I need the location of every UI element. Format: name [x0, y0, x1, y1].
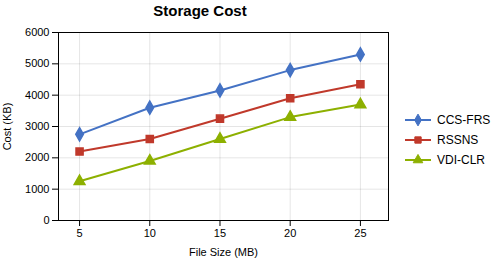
svg-text:5: 5 — [77, 227, 83, 239]
svg-text:4000: 4000 — [25, 89, 49, 101]
svg-text:15: 15 — [214, 227, 226, 239]
html-text:VDI-CLR: VDI-CLR — [437, 153, 485, 167]
svg-text:1000: 1000 — [25, 183, 49, 195]
svg-text:20: 20 — [284, 227, 296, 239]
svg-text:10: 10 — [144, 227, 156, 239]
html-text:Storage Cost: Storage Cost — [153, 2, 247, 19]
html-text:CCS-FRS: CCS-FRS — [437, 113, 491, 127]
svg-text:6000: 6000 — [25, 26, 49, 38]
svg-text:3000: 3000 — [25, 120, 49, 132]
svg-text:Cost (KB): Cost (KB) — [1, 103, 13, 151]
html-text:RSSNS: RSSNS — [437, 133, 479, 147]
svg-text:25: 25 — [354, 227, 366, 239]
svg-text:File Size (MB): File Size (MB) — [189, 246, 258, 258]
svg-text:2000: 2000 — [25, 151, 49, 163]
svg-text:0: 0 — [43, 214, 49, 226]
svg-text:5000: 5000 — [25, 57, 49, 69]
